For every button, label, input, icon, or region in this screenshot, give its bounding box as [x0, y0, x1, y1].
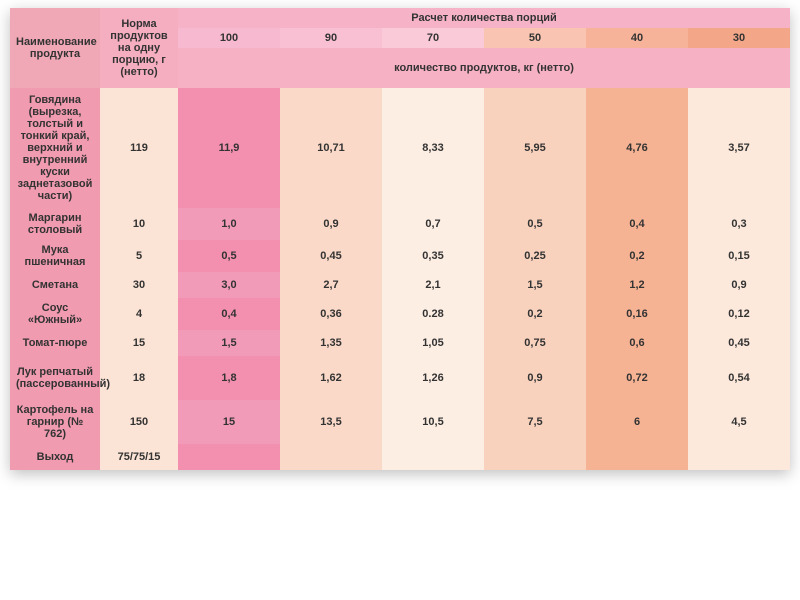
- row-norm: 119: [100, 88, 178, 208]
- cell: 0,2: [586, 240, 688, 272]
- row-norm: 75/75/15: [100, 444, 178, 470]
- cell: 1,26: [382, 356, 484, 400]
- row-name: Картофель на гарнир (№ 762): [10, 400, 100, 444]
- cell: 3,57: [688, 88, 790, 208]
- row-norm: 5: [100, 240, 178, 272]
- cell: 1,62: [280, 356, 382, 400]
- cell: 0,9: [484, 356, 586, 400]
- row-norm: 4: [100, 298, 178, 330]
- cell: 0,12: [688, 298, 790, 330]
- row-name: Лук репчатый (пассерованный): [10, 356, 100, 400]
- cell: 2,1: [382, 272, 484, 298]
- col-name: Наименование продукта: [10, 8, 100, 88]
- table-header: Наименование продукта Норма продуктов на…: [10, 8, 790, 88]
- cell: 3,0: [178, 272, 280, 298]
- cell: 0,4: [178, 298, 280, 330]
- cell: 1,0: [178, 208, 280, 240]
- table-row: Томат-пюре151,51,351,050,750,60,45: [10, 330, 790, 356]
- cell: 10,71: [280, 88, 382, 208]
- cell: [688, 444, 790, 470]
- cell: [484, 444, 586, 470]
- col-norm: Норма продуктов на одну порцию, г (нетто…: [100, 8, 178, 88]
- col-p50: 50: [484, 28, 586, 48]
- cell: 0,5: [484, 208, 586, 240]
- cell: 0,15: [688, 240, 790, 272]
- row-name: Соус «Южный»: [10, 298, 100, 330]
- cell: 13,5: [280, 400, 382, 444]
- cell: 1,05: [382, 330, 484, 356]
- cell: 8,33: [382, 88, 484, 208]
- table-row: Лук репчатый (пассерованный)181,81,621,2…: [10, 356, 790, 400]
- cell: 11,9: [178, 88, 280, 208]
- cell: 1,8: [178, 356, 280, 400]
- table-body: Говядина (вырезка, толстый и тонкий край…: [10, 88, 790, 470]
- col-p30: 30: [688, 28, 790, 48]
- cell: 0,4: [586, 208, 688, 240]
- table-row: Картофель на гарнир (№ 762)1501513,510,5…: [10, 400, 790, 444]
- table-row: Говядина (вырезка, толстый и тонкий край…: [10, 88, 790, 208]
- cell: [382, 444, 484, 470]
- cell: 0,3: [688, 208, 790, 240]
- cell: 2,7: [280, 272, 382, 298]
- table-row: Сметана303,02,72,11,51,20,9: [10, 272, 790, 298]
- cell: 0,9: [688, 272, 790, 298]
- row-name: Выход: [10, 444, 100, 470]
- row-name: Томат-пюре: [10, 330, 100, 356]
- cell: 0,6: [586, 330, 688, 356]
- col-p70: 70: [382, 28, 484, 48]
- row-name: Говядина (вырезка, толстый и тонкий край…: [10, 88, 100, 208]
- col-p40: 40: [586, 28, 688, 48]
- col-p90: 90: [280, 28, 382, 48]
- row-norm: 150: [100, 400, 178, 444]
- cell: 5,95: [484, 88, 586, 208]
- cell: 1,35: [280, 330, 382, 356]
- col-p100: 100: [178, 28, 280, 48]
- cell: 0,45: [280, 240, 382, 272]
- cell: 6: [586, 400, 688, 444]
- cell: 7,5: [484, 400, 586, 444]
- cell: 0,36: [280, 298, 382, 330]
- row-norm: 10: [100, 208, 178, 240]
- cell: 0,25: [484, 240, 586, 272]
- row-norm: 30: [100, 272, 178, 298]
- cell: 0,16: [586, 298, 688, 330]
- cell: 0,45: [688, 330, 790, 356]
- cell: 0,54: [688, 356, 790, 400]
- cell: [586, 444, 688, 470]
- col-calc: Расчет количества порций: [178, 8, 790, 28]
- row-name: Маргарин столовый: [10, 208, 100, 240]
- cell: [280, 444, 382, 470]
- row-name: Сметана: [10, 272, 100, 298]
- cell: 0,72: [586, 356, 688, 400]
- row-norm: 18: [100, 356, 178, 400]
- cell: 4,76: [586, 88, 688, 208]
- col-qty: количество продуктов, кг (нетто): [178, 48, 790, 88]
- cell: 0,7: [382, 208, 484, 240]
- cell: 1,5: [484, 272, 586, 298]
- cell: 1,2: [586, 272, 688, 298]
- table-row: Выход75/75/15: [10, 444, 790, 470]
- cell: 10,5: [382, 400, 484, 444]
- cell: 0,35: [382, 240, 484, 272]
- row-name: Мука пшеничная: [10, 240, 100, 272]
- cell: 0,2: [484, 298, 586, 330]
- cell: 15: [178, 400, 280, 444]
- portions-table: Наименование продукта Норма продуктов на…: [10, 8, 790, 470]
- cell: [178, 444, 280, 470]
- cell: 0.28: [382, 298, 484, 330]
- table-row: Мука пшеничная50,50,450,350,250,20,15: [10, 240, 790, 272]
- cell: 4,5: [688, 400, 790, 444]
- row-norm: 15: [100, 330, 178, 356]
- table-row: Маргарин столовый101,00,90,70,50,40,3: [10, 208, 790, 240]
- table-row: Соус «Южный»40,40,360.280,20,160,12: [10, 298, 790, 330]
- cell: 0,75: [484, 330, 586, 356]
- cell: 1,5: [178, 330, 280, 356]
- cell: 0,5: [178, 240, 280, 272]
- cell: 0,9: [280, 208, 382, 240]
